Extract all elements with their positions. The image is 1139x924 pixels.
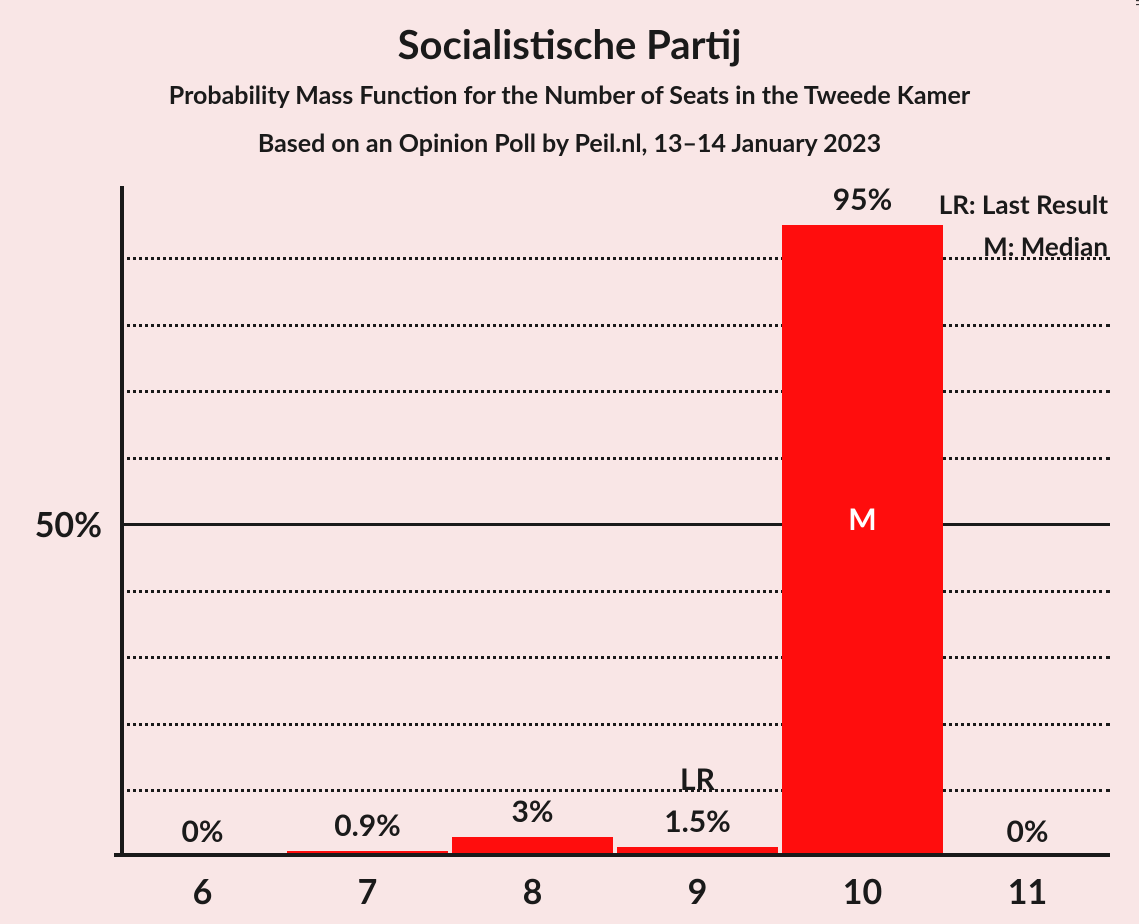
gridline-minor	[120, 257, 1110, 260]
gridline-minor	[120, 457, 1110, 460]
plot-area: 0%0.9%3%1.5%LR95%M0%LR: Last ResultM: Me…	[120, 192, 1110, 857]
copyright-text: © 2023 Filip van Laenen	[1133, 0, 1139, 6]
chart-subtitle-2: Based on an Opinion Poll by Peil.nl, 13–…	[0, 128, 1139, 158]
chart-subtitle-1: Probability Mass Function for the Number…	[0, 80, 1139, 110]
bar-value-label: 3%	[452, 793, 614, 829]
legend-last-result: LR: Last Result	[939, 188, 1108, 220]
y-axis	[120, 186, 124, 857]
x-axis-label: 7	[287, 871, 449, 912]
y-axis-label-50: 50%	[2, 504, 102, 545]
bar	[782, 225, 944, 857]
gridline-minor	[120, 656, 1110, 659]
x-axis-label: 10	[782, 871, 944, 912]
legend-median: M: Median	[983, 230, 1108, 262]
gridline-minor	[120, 789, 1110, 792]
annotation-median: M	[782, 501, 944, 537]
x-axis	[114, 853, 1110, 857]
x-axis-label: 6	[122, 871, 284, 912]
bar-value-label: 95%	[782, 181, 944, 217]
bar-value-label: 1.5%	[617, 803, 779, 839]
gridline-minor	[120, 723, 1110, 726]
gridline-minor	[120, 324, 1110, 327]
gridline-minor	[120, 590, 1110, 593]
chart-title-main: Socialistische Partij	[0, 20, 1139, 68]
bar-value-label: 0.9%	[287, 807, 449, 843]
chart-canvas: © 2023 Filip van Laenen Socialistische P…	[0, 0, 1139, 924]
bar-value-label: 0%	[947, 813, 1109, 849]
gridline-minor	[120, 390, 1110, 393]
bar-value-label: 0%	[122, 813, 284, 849]
x-axis-label: 9	[617, 871, 779, 912]
annotation-last-result: LR	[617, 761, 779, 797]
gridline-major	[120, 523, 1110, 526]
x-axis-label: 8	[452, 871, 614, 912]
x-axis-label: 11	[947, 871, 1109, 912]
